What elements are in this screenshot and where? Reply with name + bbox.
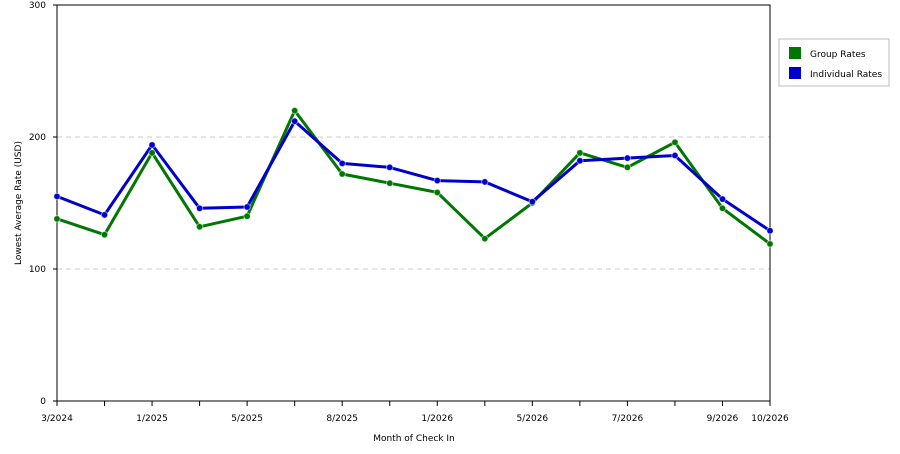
- plot-frame: [56, 4, 771, 402]
- y-tick-label: 0: [40, 397, 46, 407]
- x-tick-label: 8/2025: [326, 414, 358, 424]
- x-tick-label: 9/2026: [707, 414, 739, 424]
- data-point-group-rates: [148, 149, 156, 157]
- data-point-individual-rates: [243, 203, 251, 211]
- data-point-individual-rates: [195, 204, 204, 212]
- y-tick-label: 200: [29, 133, 46, 143]
- legend-swatch-individual-rates: [789, 67, 801, 79]
- x-tick-label: 7/2026: [612, 414, 644, 424]
- y-axis-title: Lowest Average Rate (USD): [14, 141, 24, 265]
- grid-layer: [57, 136, 770, 270]
- data-point-group-rates: [100, 230, 109, 239]
- data-point-group-rates: [671, 138, 679, 146]
- x-tick-label: 5/2025: [231, 414, 263, 424]
- x-axis-title: Month of Check In: [373, 434, 455, 444]
- data-point-individual-rates: [338, 159, 346, 168]
- data-point-individual-rates: [766, 227, 774, 235]
- data-point-individual-rates: [433, 176, 441, 185]
- data-point-individual-rates: [290, 117, 299, 125]
- data-point-group-rates: [623, 163, 632, 172]
- data-point-individual-rates: [481, 178, 489, 186]
- y-tick-label: 100: [29, 265, 46, 275]
- series-line-individual-rates: [56, 119, 771, 232]
- x-tick-label: 1/2026: [421, 414, 453, 424]
- data-point-group-rates: [243, 212, 251, 220]
- data-point-group-rates: [718, 204, 727, 212]
- legend-swatch-group-rates: [789, 47, 801, 59]
- data-point-individual-rates: [386, 163, 394, 172]
- series-line-group-rates: [56, 109, 771, 246]
- data-point-group-rates: [433, 188, 441, 197]
- data-point-individual-rates: [100, 211, 109, 219]
- data-point-individual-rates: [528, 197, 537, 206]
- data-point-individual-rates: [53, 192, 61, 201]
- legend-label-individual-rates: Individual Rates: [810, 70, 882, 80]
- data-point-individual-rates: [148, 141, 156, 149]
- data-point-group-rates: [386, 179, 394, 187]
- y-tick-label: 300: [29, 1, 46, 11]
- data-point-group-rates: [195, 223, 204, 231]
- data-point-group-rates: [481, 234, 489, 243]
- data-point-group-rates: [53, 215, 61, 223]
- data-point-group-rates: [338, 170, 346, 178]
- x-tick-label: 1/2025: [136, 414, 168, 424]
- legend-label-group-rates: Group Rates: [810, 50, 866, 60]
- data-point-group-rates: [290, 106, 299, 115]
- axes-layer: 0 100 200 300 3/2024 1/2025 5/2025 8/2025 1/2026…: [29, 1, 789, 424]
- series-layer: [53, 106, 774, 248]
- data-point-individual-rates: [671, 151, 679, 160]
- x-tick-label: 10/2026: [751, 414, 789, 424]
- data-point-group-rates: [766, 240, 774, 248]
- x-tick-label: 5/2026: [516, 414, 548, 424]
- legend: Group Rates Individual Rates: [778, 38, 890, 87]
- x-tick-label: 3/2024: [41, 414, 73, 424]
- data-point-individual-rates: [623, 154, 632, 162]
- data-point-individual-rates: [718, 195, 727, 203]
- data-point-group-rates: [576, 149, 584, 157]
- data-point-individual-rates: [576, 157, 584, 165]
